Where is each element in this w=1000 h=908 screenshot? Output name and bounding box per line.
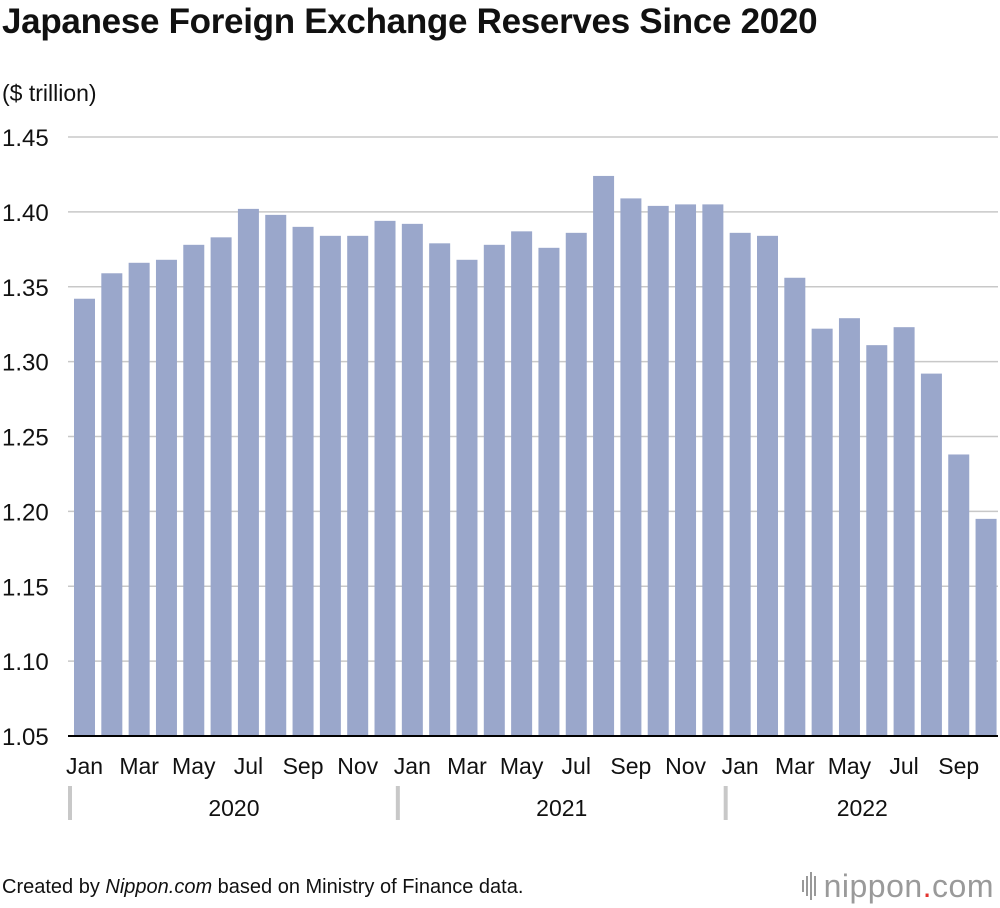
bar — [401, 223, 423, 737]
bar — [757, 235, 778, 736]
footer-suffix: based on Ministry of Finance data. — [212, 876, 524, 898]
footer-prefix: Created by — [2, 876, 106, 898]
source-footer: Created by Nippon.com based on Ministry … — [2, 876, 523, 899]
logo-bars-icon — [801, 872, 818, 900]
x-tick-label: Jan — [722, 753, 759, 779]
y-tick-label: 1.10 — [2, 649, 49, 676]
year-group-label: 2021 — [536, 795, 587, 821]
x-tick-label: May — [172, 753, 216, 779]
y-tick-label: 1.25 — [2, 425, 49, 452]
y-tick-label: 1.45 — [2, 125, 49, 152]
y-tick-label: 1.30 — [2, 350, 49, 377]
bar — [155, 259, 177, 736]
year-groups: 2020 2021 2022 — [68, 786, 888, 821]
bar-chart: 1.45 1.40 1.35 1.30 1.25 1.20 1.15 1.10 1.05 Jan… — [2, 125, 998, 821]
nippon-logo: nippon.com — [801, 868, 994, 905]
x-tick-label: Sep — [283, 753, 324, 779]
y-tick-label: 1.15 — [2, 574, 49, 601]
x-tick-label: Jul — [889, 753, 918, 779]
x-tick-label: Mar — [447, 753, 487, 779]
bar — [838, 318, 860, 736]
bar — [511, 231, 533, 736]
x-tick-label: Jul — [234, 753, 263, 779]
y-axis-unit-label: ($ trillion) — [2, 80, 97, 106]
x-tick-label: Jul — [562, 753, 591, 779]
bar — [183, 244, 205, 736]
bar — [702, 204, 724, 736]
bar — [74, 298, 95, 736]
bar — [620, 198, 642, 736]
x-axis-ticks: Jan Mar May Jul Sep Nov Jan Mar May Jul Sep Nov Jan M… — [66, 753, 979, 779]
bar — [647, 205, 669, 736]
y-tick-label: 1.40 — [2, 200, 49, 227]
logo-text-tld: com — [932, 867, 994, 904]
bars — [74, 175, 997, 737]
logo-text: nippon.com — [824, 868, 994, 905]
bar — [920, 373, 942, 736]
bar — [975, 518, 997, 736]
bar — [429, 243, 451, 736]
x-tick-label: Mar — [775, 753, 815, 779]
y-tick-label: 1.35 — [2, 275, 49, 302]
x-tick-label: Sep — [938, 753, 979, 779]
bar — [729, 232, 751, 736]
bar — [565, 232, 587, 736]
bar — [866, 345, 888, 736]
bar — [811, 328, 833, 736]
bar — [456, 259, 478, 736]
bar — [210, 237, 232, 736]
bar — [483, 244, 505, 736]
x-tick-label: Mar — [119, 753, 159, 779]
bar — [237, 208, 259, 736]
year-group-label: 2020 — [208, 795, 259, 821]
x-tick-label: Jan — [66, 753, 103, 779]
bar — [784, 277, 806, 736]
bar — [128, 262, 150, 736]
x-tick-label: Nov — [665, 753, 706, 779]
bar — [374, 220, 396, 737]
bar — [265, 214, 287, 736]
bar — [593, 175, 615, 736]
logo-dot: . — [922, 867, 933, 904]
bar — [347, 235, 369, 736]
y-axis-ticks: 1.45 1.40 1.35 1.30 1.25 1.20 1.15 1.10 1.05 — [2, 125, 49, 751]
bar — [101, 273, 123, 736]
bar — [292, 226, 314, 736]
bar — [948, 454, 970, 736]
y-tick-label: 1.05 — [2, 724, 49, 751]
bar — [538, 247, 560, 736]
year-group-label: 2022 — [837, 795, 888, 821]
footer-source-site: Nippon.com — [105, 876, 213, 898]
x-tick-label: Jan — [394, 753, 431, 779]
y-tick-label: 1.20 — [2, 499, 49, 526]
bar — [675, 204, 697, 736]
bar — [319, 235, 341, 736]
x-tick-label: Nov — [337, 753, 378, 779]
x-tick-label: May — [828, 753, 872, 779]
logo-text-main: nippon — [823, 867, 923, 904]
bar — [893, 327, 915, 736]
x-tick-label: May — [500, 753, 544, 779]
chart-title: Japanese Foreign Exchange Reserves Since… — [2, 2, 818, 41]
x-tick-label: Sep — [610, 753, 651, 779]
